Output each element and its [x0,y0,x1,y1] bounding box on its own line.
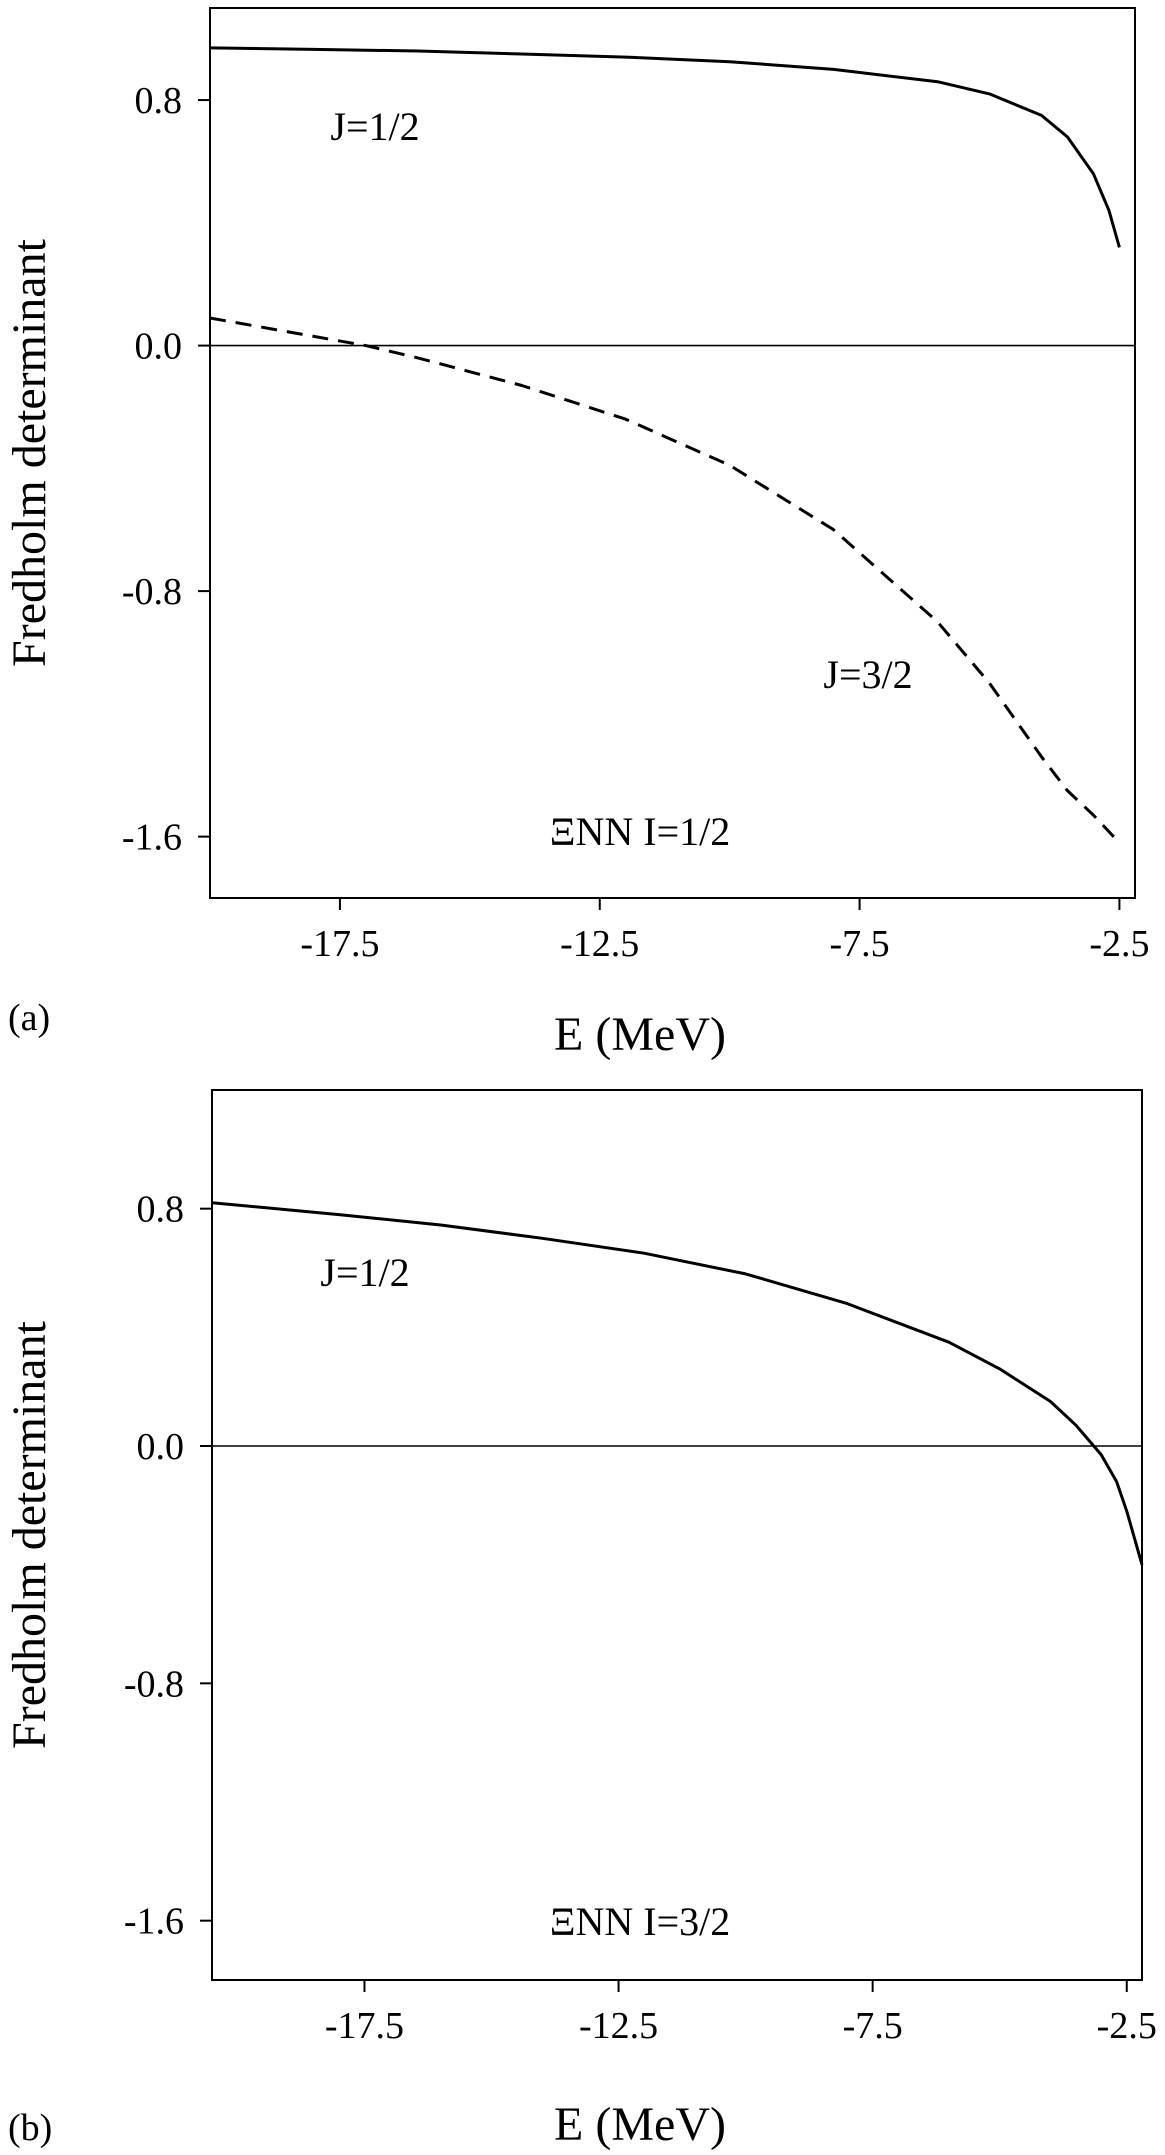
series-line-1 [211,1201,1144,1566]
y-tick-label: 0.0 [137,1426,185,1468]
plot-frame [209,7,1136,899]
x-tick-label: -2.5 [1097,2005,1157,2047]
series-label-2: J=3/2 [823,652,912,697]
series-line-1 [209,46,1121,248]
series-label-1: J=1/2 [320,1250,409,1295]
y-tick-label: -0.8 [124,1663,184,1705]
x-tick-label: -2.5 [1089,923,1149,965]
y-tick-label: -0.8 [122,571,182,613]
plot-frame [211,1089,1143,1981]
y-tick-label: 0.0 [135,326,183,368]
x-tick-label: -7.5 [830,923,890,965]
x-tick-label: -12.5 [560,923,639,965]
system-annotation: ΞNN I=1/2 [550,809,731,854]
panel-label: (a) [8,997,50,1039]
system-annotation: ΞNN I=3/2 [550,1899,731,1944]
y-tick-label: 0.8 [135,80,183,122]
x-tick-label: -17.5 [325,2005,404,2047]
y-tick-label: -1.6 [124,1901,184,1943]
x-axis-label: E (MeV) [554,2098,726,2151]
x-tick-label: -17.5 [300,923,379,965]
x-axis-label: E (MeV) [554,1008,726,1061]
panel-b: -17.5 -12.5 -7.5 -2.5 0.8 0.0 -0.8 -1.6 E (MeV) F… [3,1089,1157,2151]
panel-a: -17.5 -12.5 -7.5 -2.5 0.8 0.0 -0.8 -1.6 E (MeV) F… [3,7,1149,1061]
panel-label: (b) [8,2107,52,2149]
y-axis-label: Fredholm determinant [3,1320,56,1749]
y-tick-label: -1.6 [122,817,182,859]
x-tick-label: -7.5 [843,2005,903,2047]
series-label-1: J=1/2 [330,104,419,149]
x-tick-label: -12.5 [579,2005,658,2047]
y-axis-label: Fredholm determinant [3,238,56,667]
series-line-2 [209,316,1121,844]
y-tick-label: 0.8 [137,1189,185,1231]
